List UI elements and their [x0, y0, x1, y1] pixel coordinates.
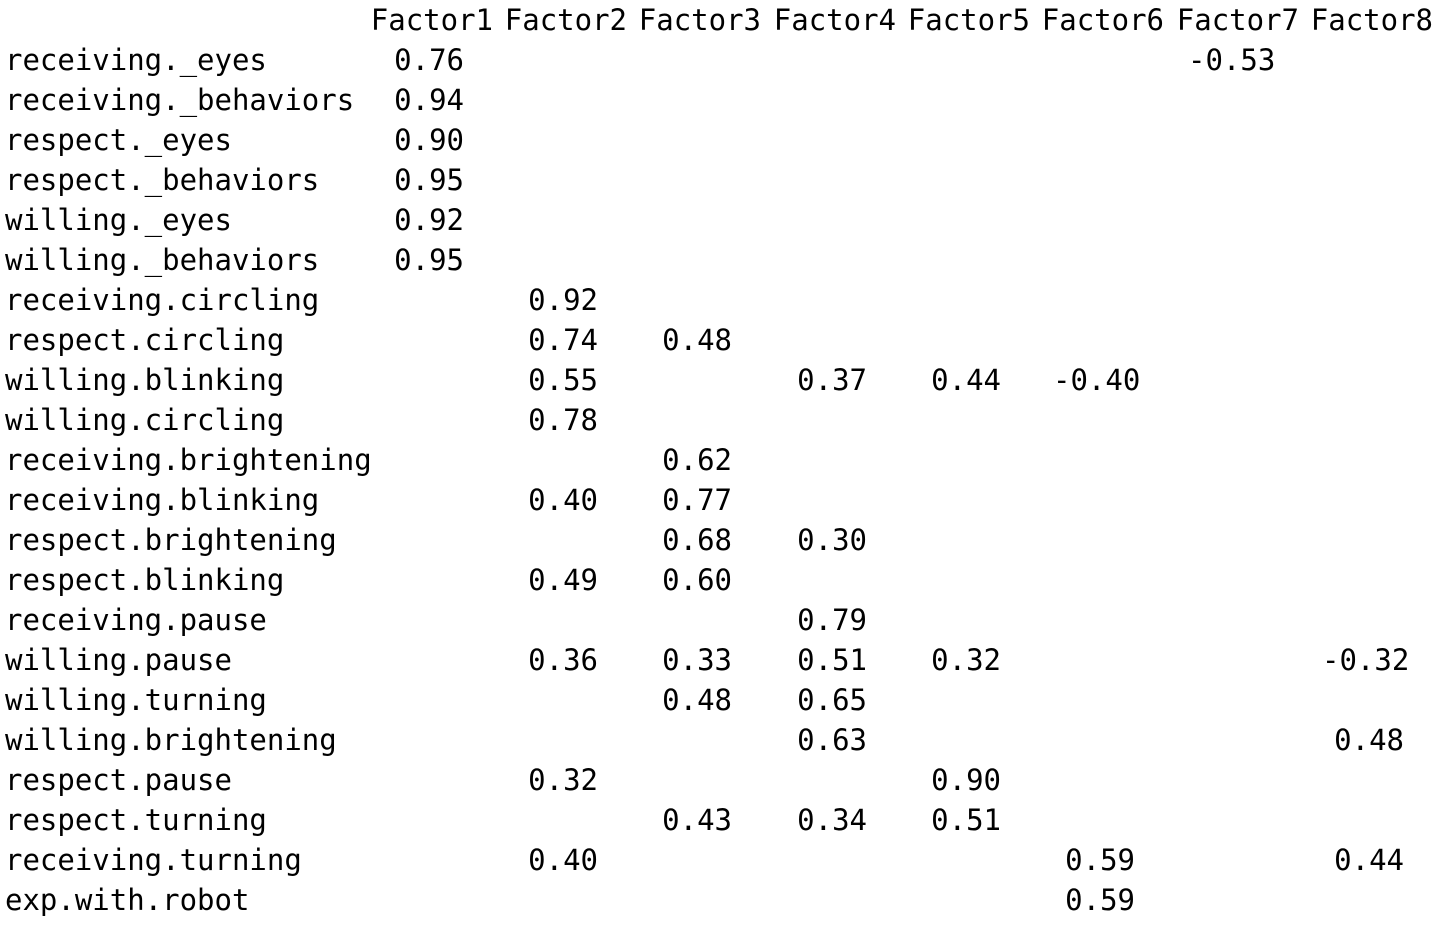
factor-header: Factor1	[370, 3, 493, 37]
loading-value: 0.62	[662, 443, 732, 477]
variable-label: willing._eyes	[5, 203, 232, 237]
factor-loadings-table: Factor1 Factor2 Factor3 Factor4 Factor5 …	[5, 0, 1433, 920]
loading-value: -0.32	[1322, 643, 1410, 677]
table-row: willing._eyes 0.92	[5, 200, 464, 240]
loading-value: 0.60	[662, 563, 732, 597]
factor-header: Factor3	[638, 3, 761, 37]
variable-label: receiving.blinking	[5, 483, 320, 517]
table-row: exp.with.robot 0.59	[5, 880, 1135, 920]
factor-header: Factor6	[1041, 3, 1164, 37]
table-row: receiving._eyes 0.76 -0.53	[5, 40, 1275, 80]
variable-label: receiving.brightening	[5, 443, 372, 477]
variable-label: respect.brightening	[5, 523, 337, 557]
variable-label: respect.turning	[5, 803, 267, 837]
loading-value: 0.90	[931, 763, 1001, 797]
variable-label: respect.blinking	[5, 563, 285, 597]
table-row: respect.brightening 0.68 0.30	[5, 520, 867, 560]
loading-value: -0.53	[1188, 43, 1276, 77]
loading-value: 0.76	[394, 43, 464, 77]
loading-value: 0.51	[931, 803, 1001, 837]
loading-value: 0.94	[394, 83, 464, 117]
variable-label: receiving._eyes	[5, 43, 267, 77]
factor-header: Factor7	[1176, 3, 1299, 37]
table-row: respect.turning 0.43 0.34 0.51	[5, 800, 1001, 840]
table-row: respect._eyes 0.90	[5, 120, 464, 160]
loading-value: 0.36	[528, 643, 598, 677]
loading-value: 0.95	[394, 163, 464, 197]
loading-value: 0.74	[528, 323, 598, 357]
loading-value: 0.92	[394, 203, 464, 237]
loading-value: 0.40	[528, 843, 598, 877]
loading-value: 0.44	[931, 363, 1001, 397]
loading-value: -0.40	[1053, 363, 1141, 397]
table-row: willing._behaviors 0.95	[5, 240, 464, 280]
loading-value: 0.48	[662, 323, 732, 357]
table-row: respect.pause 0.32 0.90	[5, 760, 1001, 800]
table-row: receiving.brightening 0.62	[5, 440, 732, 480]
table-body: receiving._eyes 0.76 -0.53 receiving._behav…	[5, 40, 1409, 920]
loading-value: 0.77	[662, 483, 732, 517]
loading-value: 0.43	[662, 803, 732, 837]
table-row: willing.turning 0.48 0.65	[5, 680, 867, 720]
factor-header: Factor5	[907, 3, 1030, 37]
factor-header: Factor8	[1310, 3, 1433, 37]
loading-value: 0.55	[528, 363, 598, 397]
loading-value: 0.37	[797, 363, 867, 397]
variable-label: receiving.pause	[5, 603, 267, 637]
table-row: willing.pause 0.36 0.33 0.51 0.32 -0.32	[5, 640, 1409, 680]
variable-label: receiving.turning	[5, 843, 302, 877]
loading-value: 0.34	[797, 803, 867, 837]
variable-label: exp.with.robot	[5, 883, 250, 917]
loading-value: 0.59	[1065, 883, 1135, 917]
loading-value: 0.51	[797, 643, 867, 677]
loading-value: 0.78	[528, 403, 598, 437]
loading-value: 0.44	[1334, 843, 1404, 877]
table-row: willing.brightening 0.63 0.48	[5, 720, 1404, 760]
factor-header: Factor4	[773, 3, 896, 37]
loading-value: 0.90	[394, 123, 464, 157]
variable-label: respect._behaviors	[5, 163, 320, 197]
table-row: receiving.turning 0.40 0.59 0.44	[5, 840, 1404, 880]
loading-value: 0.48	[662, 683, 732, 717]
factor-header: Factor2	[504, 3, 627, 37]
table-row: respect.blinking 0.49 0.60	[5, 560, 732, 600]
variable-label: respect.circling	[5, 323, 285, 357]
variable-label: receiving.circling	[5, 283, 320, 317]
loading-value: 0.63	[797, 723, 867, 757]
table-row: receiving._behaviors 0.94	[5, 80, 464, 120]
loading-value: 0.48	[1334, 723, 1404, 757]
loading-value: 0.30	[797, 523, 867, 557]
table-row: willing.blinking 0.55 0.37 0.44 -0.40	[5, 360, 1140, 400]
variable-label: willing.brightening	[5, 723, 337, 757]
table-row: willing.circling 0.78	[5, 400, 598, 440]
variable-label: willing.turning	[5, 683, 267, 717]
table-row: respect._behaviors 0.95	[5, 160, 464, 200]
variable-label: willing.pause	[5, 643, 232, 677]
variable-label: willing._behaviors	[5, 243, 320, 277]
variable-label: willing.circling	[5, 403, 285, 437]
table-row: respect.circling 0.74 0.48	[5, 320, 732, 360]
variable-label: willing.blinking	[5, 363, 285, 397]
loading-value: 0.33	[662, 643, 732, 677]
loading-value: 0.40	[528, 483, 598, 517]
header-row: Factor1 Factor2 Factor3 Factor4 Factor5 …	[5, 0, 1433, 40]
variable-label: receiving._behaviors	[5, 83, 355, 117]
loading-value: 0.32	[931, 643, 1001, 677]
loading-value: 0.49	[528, 563, 598, 597]
variable-label: respect._eyes	[5, 123, 232, 157]
table-row: receiving.blinking 0.40 0.77	[5, 480, 732, 520]
loading-value: 0.65	[797, 683, 867, 717]
loading-value: 0.79	[797, 603, 867, 637]
loading-value: 0.59	[1065, 843, 1135, 877]
loading-value: 0.68	[662, 523, 732, 557]
loading-value: 0.32	[528, 763, 598, 797]
loading-value: 0.92	[528, 283, 598, 317]
table-row: receiving.circling 0.92	[5, 280, 598, 320]
table-row: receiving.pause 0.79	[5, 600, 867, 640]
loading-value: 0.95	[394, 243, 464, 277]
variable-label: respect.pause	[5, 763, 232, 797]
